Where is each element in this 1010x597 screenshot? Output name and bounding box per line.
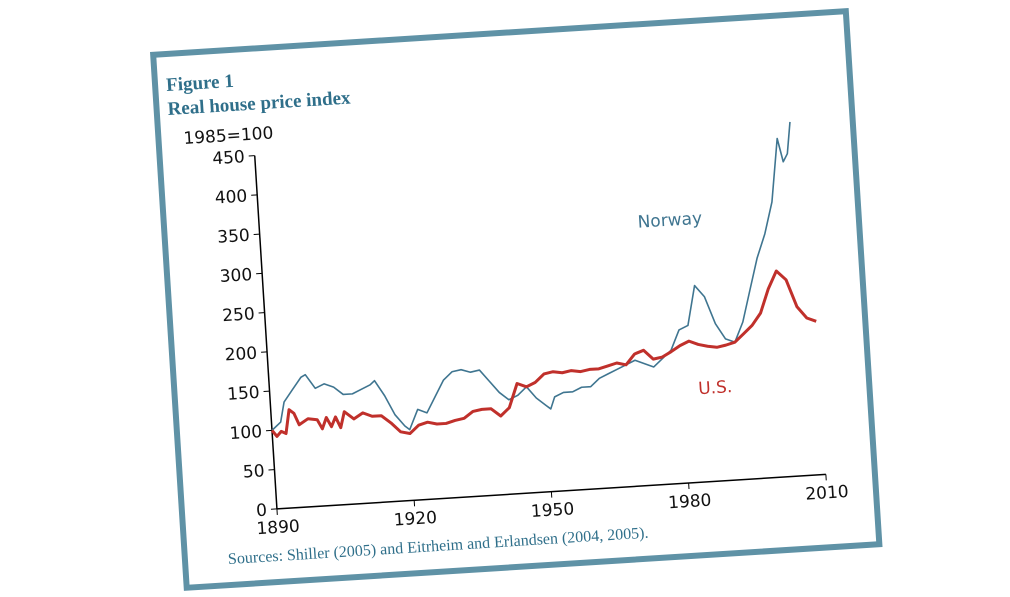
series-label: Norway bbox=[637, 209, 703, 233]
y-axis-label: 1985=100 bbox=[183, 123, 274, 149]
figure-card: Figure 1 Real house price index 1985=100… bbox=[150, 8, 883, 591]
x-tick-label: 1890 bbox=[256, 517, 300, 540]
y-tick-label: 400 bbox=[214, 187, 248, 209]
y-tick-label: 50 bbox=[242, 461, 265, 482]
x-tick-label: 1920 bbox=[393, 508, 437, 531]
y-tick-label: 150 bbox=[227, 383, 261, 405]
y-tick-label: 200 bbox=[224, 344, 258, 366]
chart-title: Figure 1 bbox=[165, 71, 234, 96]
page: {"chart_data": {"type": "line", "title":… bbox=[0, 0, 1010, 568]
chart: Figure 1 Real house price index 1985=100… bbox=[156, 14, 889, 597]
x-tick-label: 2010 bbox=[805, 482, 849, 505]
x-tick-label: 1950 bbox=[530, 499, 574, 522]
y-tick-label: 250 bbox=[222, 304, 256, 326]
series-label: U.S. bbox=[698, 377, 733, 399]
y-tick-label: 300 bbox=[219, 265, 253, 287]
y-axis bbox=[255, 156, 277, 509]
y-tick-label: 100 bbox=[229, 422, 263, 444]
y-tick-label: 450 bbox=[212, 147, 246, 169]
x-tick-label: 1980 bbox=[668, 491, 712, 514]
series-line bbox=[264, 269, 822, 442]
y-tick-label: 350 bbox=[217, 226, 251, 248]
